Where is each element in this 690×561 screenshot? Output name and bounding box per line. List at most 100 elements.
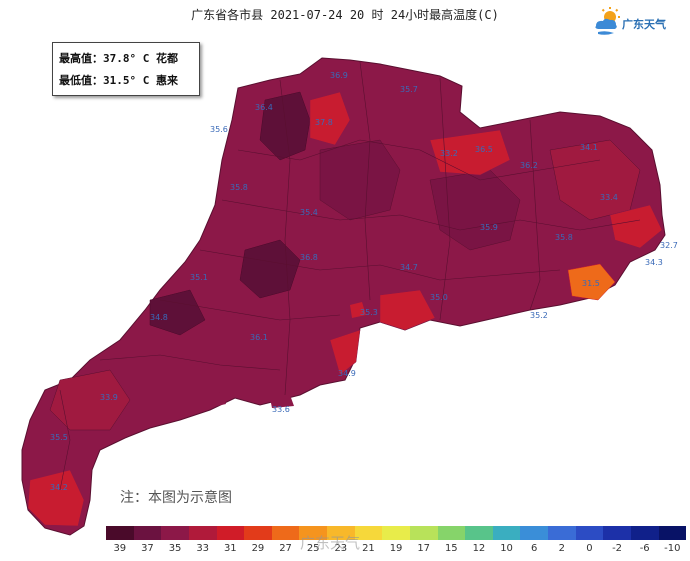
legend-swatch [437,526,466,540]
legend-tick-label: 25 [306,543,320,554]
legend-swatch [161,526,189,540]
region-red-1 [309,91,351,146]
legend-tick-label: 27 [279,543,292,554]
map-label: 34.3 [645,258,663,267]
logo-text: 广东天气 [622,18,666,31]
island-1 [350,302,366,318]
map-label: 35.8 [230,183,248,192]
brand-logo: 广东天气 [592,6,672,46]
legend-swatch [354,526,383,540]
legend-swatch [106,526,134,540]
map-label: 32.7 [660,241,678,250]
map-label: 35.9 [480,223,498,232]
legend-tick-label: -2 [612,543,623,554]
legend-swatch [271,526,300,540]
region-orange-huilai [567,263,616,301]
region-dark-2 [239,239,301,299]
legend-tick-label: 19 [389,543,403,554]
map-label: 35.5 [50,433,68,442]
map-label: 36.5 [475,145,493,154]
region-mid-3 [49,369,131,431]
island-3 [270,395,294,408]
legend-swatch [382,526,410,540]
map-label: 35.2 [530,311,548,320]
legend-tick-label: -6 [639,543,650,554]
legend-swatch [327,526,355,540]
legend-tick-label: 12 [472,543,486,554]
map-label: 34.2 [50,483,68,492]
legend-tick-label: 0 [586,543,593,554]
region-red-5 [609,204,663,249]
legend-swatch [465,526,493,540]
map-label: 36.9 [330,71,348,80]
region-red-4 [329,329,361,376]
region-dark-1 [259,91,311,161]
sun-cloud-icon [595,7,620,35]
legend-swatch [216,526,245,540]
map-label: 34.7 [400,263,418,272]
legend-swatch [603,526,631,540]
map-label: 37.8 [315,118,333,127]
legend-tick-label: 37 [141,543,154,554]
map-label: 34.9 [338,369,356,378]
region-red-6 [27,469,85,527]
legend-tick-label: 33 [196,543,210,554]
county-boundaries [59,61,641,491]
legend-swatch [244,526,272,540]
legend-swatch [630,526,659,540]
region-dark-3 [149,289,206,336]
legend-swatch [299,526,327,540]
legend-tick-label: 39 [113,543,127,554]
map-label: 35.8 [555,233,573,242]
legend-swatch [575,526,604,540]
legend-tick-label: -10 [664,543,681,554]
max-value-line: 最高值：37.8° C 花都 [59,52,178,65]
map-label: 34.1 [580,143,598,152]
island-2 [205,392,226,408]
legend-tick-label: 15 [444,543,458,554]
map-label: 35.4 [300,208,318,217]
map-label: 36.1 [250,333,268,342]
legend-tick-label: 17 [417,543,431,554]
legend-tick-label: 29 [251,543,265,554]
map-label: 33.6 [272,405,290,414]
map-label: 35.3 [360,308,378,317]
legend-swatch [133,526,162,540]
legend-tick-label: 31 [223,543,237,554]
map-label: 35.0 [430,293,448,302]
map-label: 33.9 [100,393,118,402]
map-label: 31.5 [582,279,600,288]
map-label: 35.1 [190,273,208,282]
legend-tick-label: 6 [531,543,538,554]
map-label: 34.8 [150,313,168,322]
legend-ticks: 39 37 35 33 31 29 27 25 23 21 19 17 15 12 10 6 2 0 -2 -6 -10 [106,543,686,554]
legend-swatch [548,526,576,540]
map-label: 36.4 [255,103,273,112]
legend-tick-label: 21 [362,543,375,554]
color-legend [106,526,687,540]
map-label: 36.2 [520,161,538,170]
extremes-info-box: 最高值：37.8° C 花都 最低值：31.5° C 惠来 [52,42,200,96]
legend-swatch [188,526,217,540]
legend-swatch [658,526,687,540]
legend-tick-label: 35 [168,543,182,554]
legend-tick-label: 10 [500,543,513,554]
legend-tick-label: 2 [558,543,565,554]
region-mid-1 [319,139,401,221]
legend-swatch [409,526,438,540]
legend-tick-label: 23 [334,543,348,554]
station-labels: 36.9 35.7 36.4 35.6 36.5 35.8 33.2 34.1 … [50,71,678,492]
min-value-line: 最低值：31.5° C 惠来 [59,74,178,87]
map-label: 36.8 [300,253,318,262]
schematic-note: 注：本图为示意图 [120,490,232,506]
watermark: 广东天气 [300,534,361,552]
legend-swatch [520,526,548,540]
map-label: 33.2 [440,149,458,158]
legend-swatch [492,526,521,540]
map-label: 35.6 [210,125,228,134]
region-red-3 [379,289,436,331]
page-title: 广东省各市县 2021-07-24 20 时 24小时最高温度(C) [191,8,499,22]
map-label: 33.4 [600,193,618,202]
region-red-2 [429,129,511,176]
